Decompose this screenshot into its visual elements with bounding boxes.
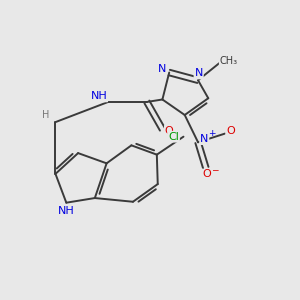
Text: NH: NH: [91, 92, 107, 101]
Text: O: O: [202, 169, 211, 179]
Text: N: N: [194, 68, 203, 78]
Text: H: H: [42, 110, 49, 120]
Text: N: N: [158, 64, 166, 74]
Text: NH: NH: [58, 206, 75, 216]
Text: N: N: [200, 134, 208, 144]
Text: O: O: [226, 126, 235, 136]
Text: Cl: Cl: [168, 132, 179, 142]
Text: −: −: [211, 166, 219, 175]
Text: O: O: [165, 126, 174, 136]
Text: CH₃: CH₃: [220, 56, 238, 66]
Text: +: +: [208, 129, 216, 138]
